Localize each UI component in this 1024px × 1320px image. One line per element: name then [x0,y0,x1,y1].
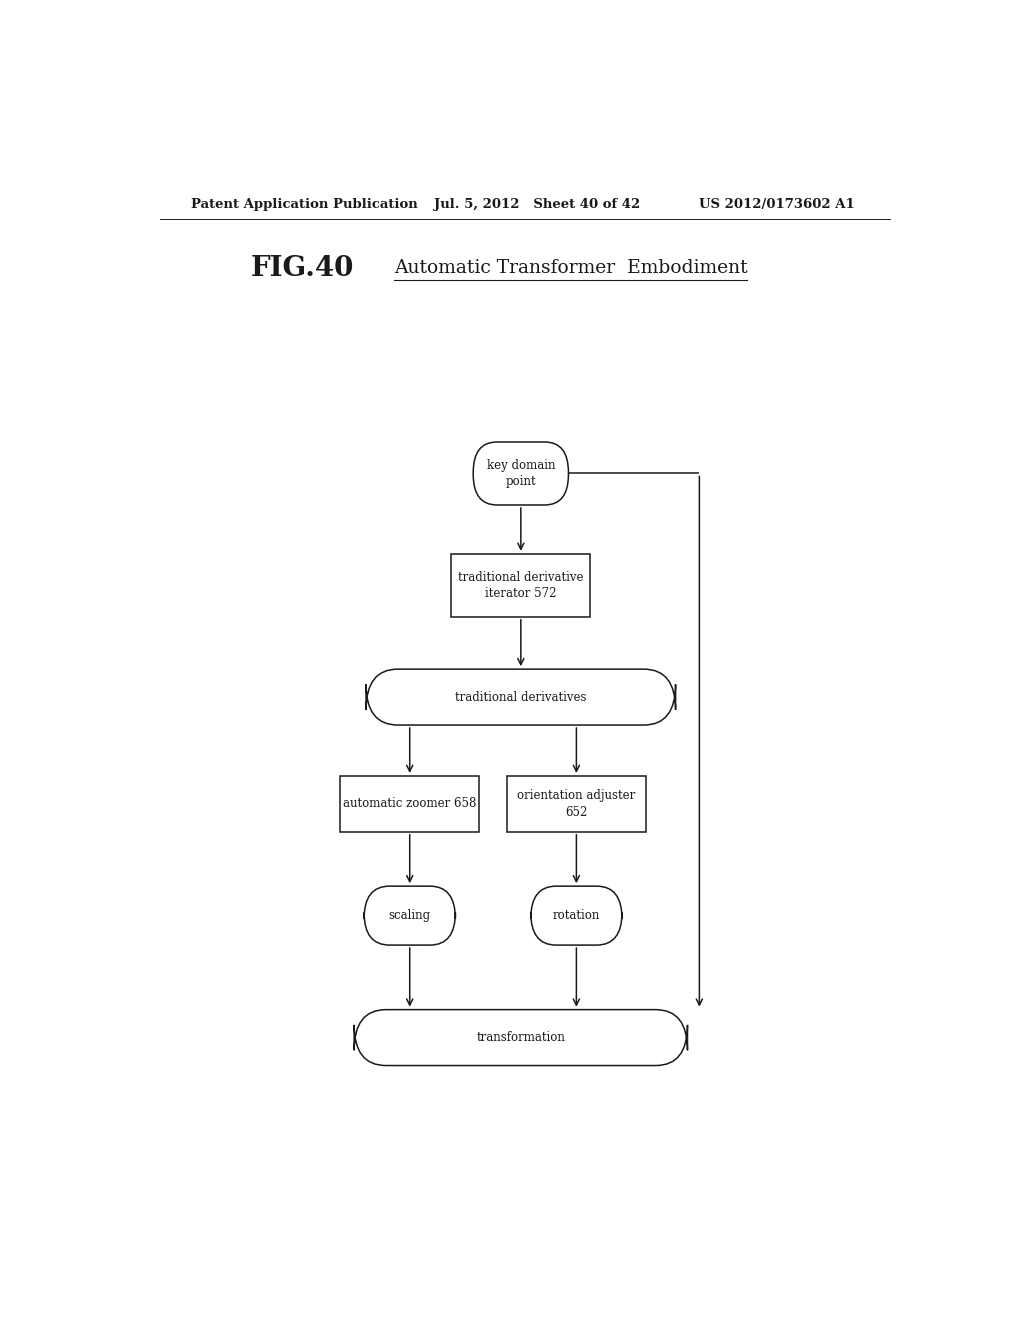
Bar [507,776,646,832]
FancyBboxPatch shape [365,886,456,945]
Text: traditional derivative
iterator 572: traditional derivative iterator 572 [458,570,584,601]
Text: key domain
point: key domain point [486,459,555,488]
Text: FIG.40: FIG.40 [251,255,354,281]
Text: orientation adjuster
652: orientation adjuster 652 [517,789,636,818]
FancyBboxPatch shape [354,1010,687,1065]
Text: US 2012/0173602 A1: US 2012/0173602 A1 [699,198,855,211]
Bar [340,776,479,832]
Text: Jul. 5, 2012   Sheet 40 of 42: Jul. 5, 2012 Sheet 40 of 42 [433,198,640,211]
Text: automatic zoomer 658: automatic zoomer 658 [343,797,476,810]
Text: traditional derivatives: traditional derivatives [455,690,587,704]
Text: transformation: transformation [476,1031,565,1044]
Text: scaling: scaling [389,909,431,923]
Bar [452,554,590,616]
Text: rotation: rotation [553,909,600,923]
FancyBboxPatch shape [473,442,568,506]
Text: Patent Application Publication: Patent Application Publication [191,198,418,211]
FancyBboxPatch shape [367,669,676,725]
Text: Automatic Transformer  Embodiment: Automatic Transformer Embodiment [394,259,748,277]
FancyBboxPatch shape [530,886,622,945]
